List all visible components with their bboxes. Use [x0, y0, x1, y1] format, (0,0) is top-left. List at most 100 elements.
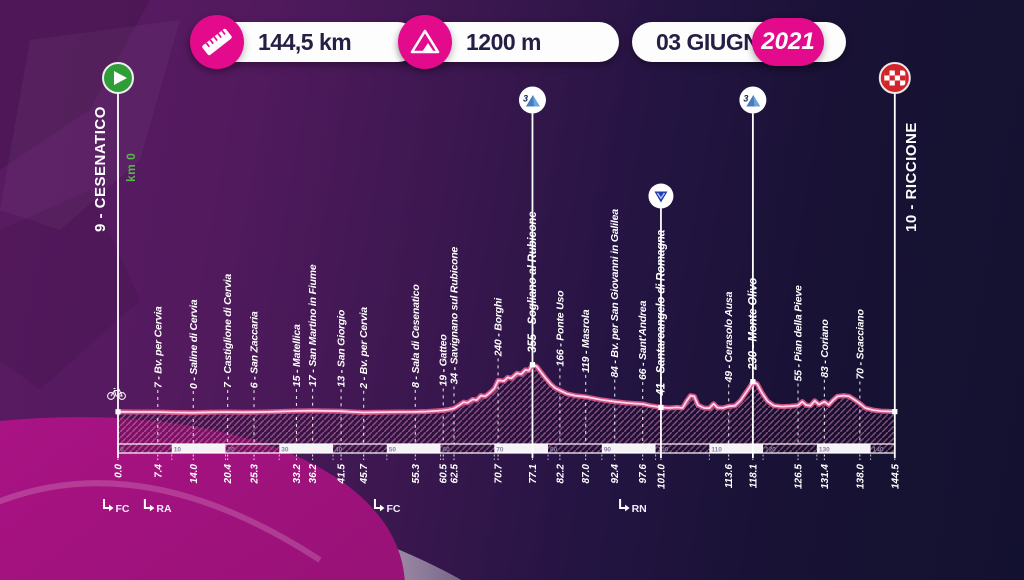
province-code: FC — [116, 503, 130, 515]
km-bar-segment — [709, 444, 764, 453]
km-label: 97.6 — [638, 464, 649, 484]
km-label: 118.1 — [748, 464, 759, 489]
distance-badge: 144,5 km — [192, 22, 418, 62]
km-bar-tick-number: 100 — [658, 446, 669, 453]
waypoint-label: 8 - Sala di Cesenatico — [410, 284, 422, 388]
province-arrow-icon — [625, 504, 630, 512]
km-label: 62.5 — [449, 464, 460, 484]
bg-shard — [0, 20, 180, 230]
km-label: 92.4 — [610, 464, 621, 484]
waypoint-label: 230 - Monte Olivo — [747, 278, 759, 371]
bg-shard — [0, 190, 140, 390]
km-label: 0.0 — [114, 464, 125, 478]
waypoint-label: 240 - Borghi — [493, 297, 505, 358]
km-bar-tick-number: 120 — [765, 446, 776, 453]
km-bar-tick-number: 30 — [281, 446, 289, 453]
province-code: FC — [386, 503, 400, 515]
bike-frame — [110, 387, 123, 397]
play-icon — [114, 71, 127, 85]
waypoint-label: 15 - Matellica — [291, 324, 303, 387]
year-text: 2021 — [761, 28, 815, 55]
profile-line — [117, 363, 896, 414]
waypoint-label: 7 - Bv. per Cervia — [152, 306, 164, 388]
checker-cell — [900, 75, 906, 81]
profile-dot — [529, 362, 536, 368]
km-bar-segment — [816, 444, 871, 453]
km-label: 55.3 — [411, 464, 422, 484]
waypoint-label: 17 - San Martino in Fiume — [307, 264, 319, 387]
waypoint-label: 49 - Cerasolo Ausa — [723, 291, 735, 383]
km-bar-tick-number: 10 — [174, 446, 182, 453]
start-marker-icon — [102, 62, 134, 94]
km-label: 87.0 — [581, 464, 592, 484]
km-label: 60.5 — [439, 464, 450, 484]
sprint-marker-icon — [648, 183, 674, 209]
checker-cell — [889, 75, 895, 81]
km-bar-segment — [171, 444, 226, 453]
finish-marker-icon — [878, 62, 911, 94]
km-bar-tick-number: 60 — [443, 446, 451, 453]
waypoint-label: 84 - Bv. per San Giovanni in Galilea — [609, 209, 621, 378]
km-bar-tick-number: 80 — [550, 446, 558, 453]
km-bar-segment — [601, 444, 656, 453]
province-arrow-icon — [373, 499, 380, 509]
km-label: 138.0 — [855, 464, 866, 489]
bike-wheel — [107, 392, 115, 400]
waypoint-label: 166 - Ponte Uso — [554, 290, 566, 367]
start-city-label: 9 - CESENATICO — [92, 106, 109, 232]
km-zero-label: km 0 — [124, 152, 138, 182]
finish-city-label: 10 - RICCIONE — [903, 122, 920, 232]
elevation-gain-value: 1200 m — [466, 28, 542, 55]
waypoint-label: 83 - Coriano — [819, 319, 831, 378]
km-bar-tick-number: 110 — [711, 446, 722, 453]
km-bar-tick-number: 20 — [228, 446, 236, 453]
km-label: 7.4 — [153, 464, 164, 478]
waypoint-label: 7 - Castiglione di Cervia — [222, 274, 234, 388]
checker-cell — [884, 80, 890, 86]
bicycle-icon — [107, 387, 126, 400]
checker-cell — [884, 70, 890, 76]
km-bar-segment — [494, 444, 549, 453]
km-bar-segment — [386, 444, 441, 453]
km-label: 77.1 — [528, 464, 539, 484]
checker-cell — [894, 70, 901, 76]
km-label: 20.4 — [223, 464, 234, 485]
waypoint-label: 6 - San Zaccaria — [249, 311, 261, 388]
waypoint-label: 355 - Sogliano al Rubicone — [527, 211, 539, 353]
km-label: 131.4 — [820, 464, 831, 489]
km-label: 126.5 — [794, 464, 805, 489]
km-bar-tick-number: 0 — [120, 446, 124, 453]
km-label: 70.7 — [494, 464, 505, 484]
km-bar-tick-number: 140 — [873, 446, 884, 453]
mountain-icon — [410, 29, 440, 54]
distance-value: 144,5 km — [258, 28, 352, 55]
waypoint-label: 66 - Sant'Andrea — [637, 300, 649, 380]
ruler-icon — [202, 28, 232, 56]
kom-cat3-marker-icon: 3 — [739, 86, 767, 114]
profile-dot — [892, 409, 898, 415]
km-bar-segment — [279, 444, 334, 453]
km-label: 45.7 — [359, 464, 370, 485]
bg-shard — [0, 0, 150, 170]
waypoint-label: 34 - Savignano sul Rubicone — [448, 246, 460, 384]
km-label: 101.0 — [656, 464, 667, 489]
km-label: 113.6 — [724, 464, 735, 489]
province-arrow-icon — [619, 499, 626, 509]
kom-category-number: 3 — [523, 94, 528, 104]
km-bar-tick-number: 50 — [389, 446, 397, 453]
kom-mountain-shade — [746, 95, 755, 107]
km-label: 33.2 — [292, 464, 303, 484]
province-arrow-icon — [109, 504, 114, 512]
km-label: 36.2 — [308, 464, 319, 484]
bg-highlight — [0, 480, 322, 563]
waypoint-label: 13 - San Giorgio — [336, 309, 348, 387]
km-label: 41.5 — [337, 464, 348, 485]
elevation-badge-circle — [398, 15, 452, 69]
waypoint-label: 55 - Pian della Pieve — [793, 285, 805, 382]
km-bar-tick-number: 70 — [496, 446, 504, 453]
waypoint-label: 119 - Masrola — [580, 309, 592, 373]
km-label: 25.3 — [250, 464, 261, 485]
kom-cat3-marker-icon: 3 — [518, 86, 546, 114]
province-arrow-icon — [379, 504, 385, 512]
